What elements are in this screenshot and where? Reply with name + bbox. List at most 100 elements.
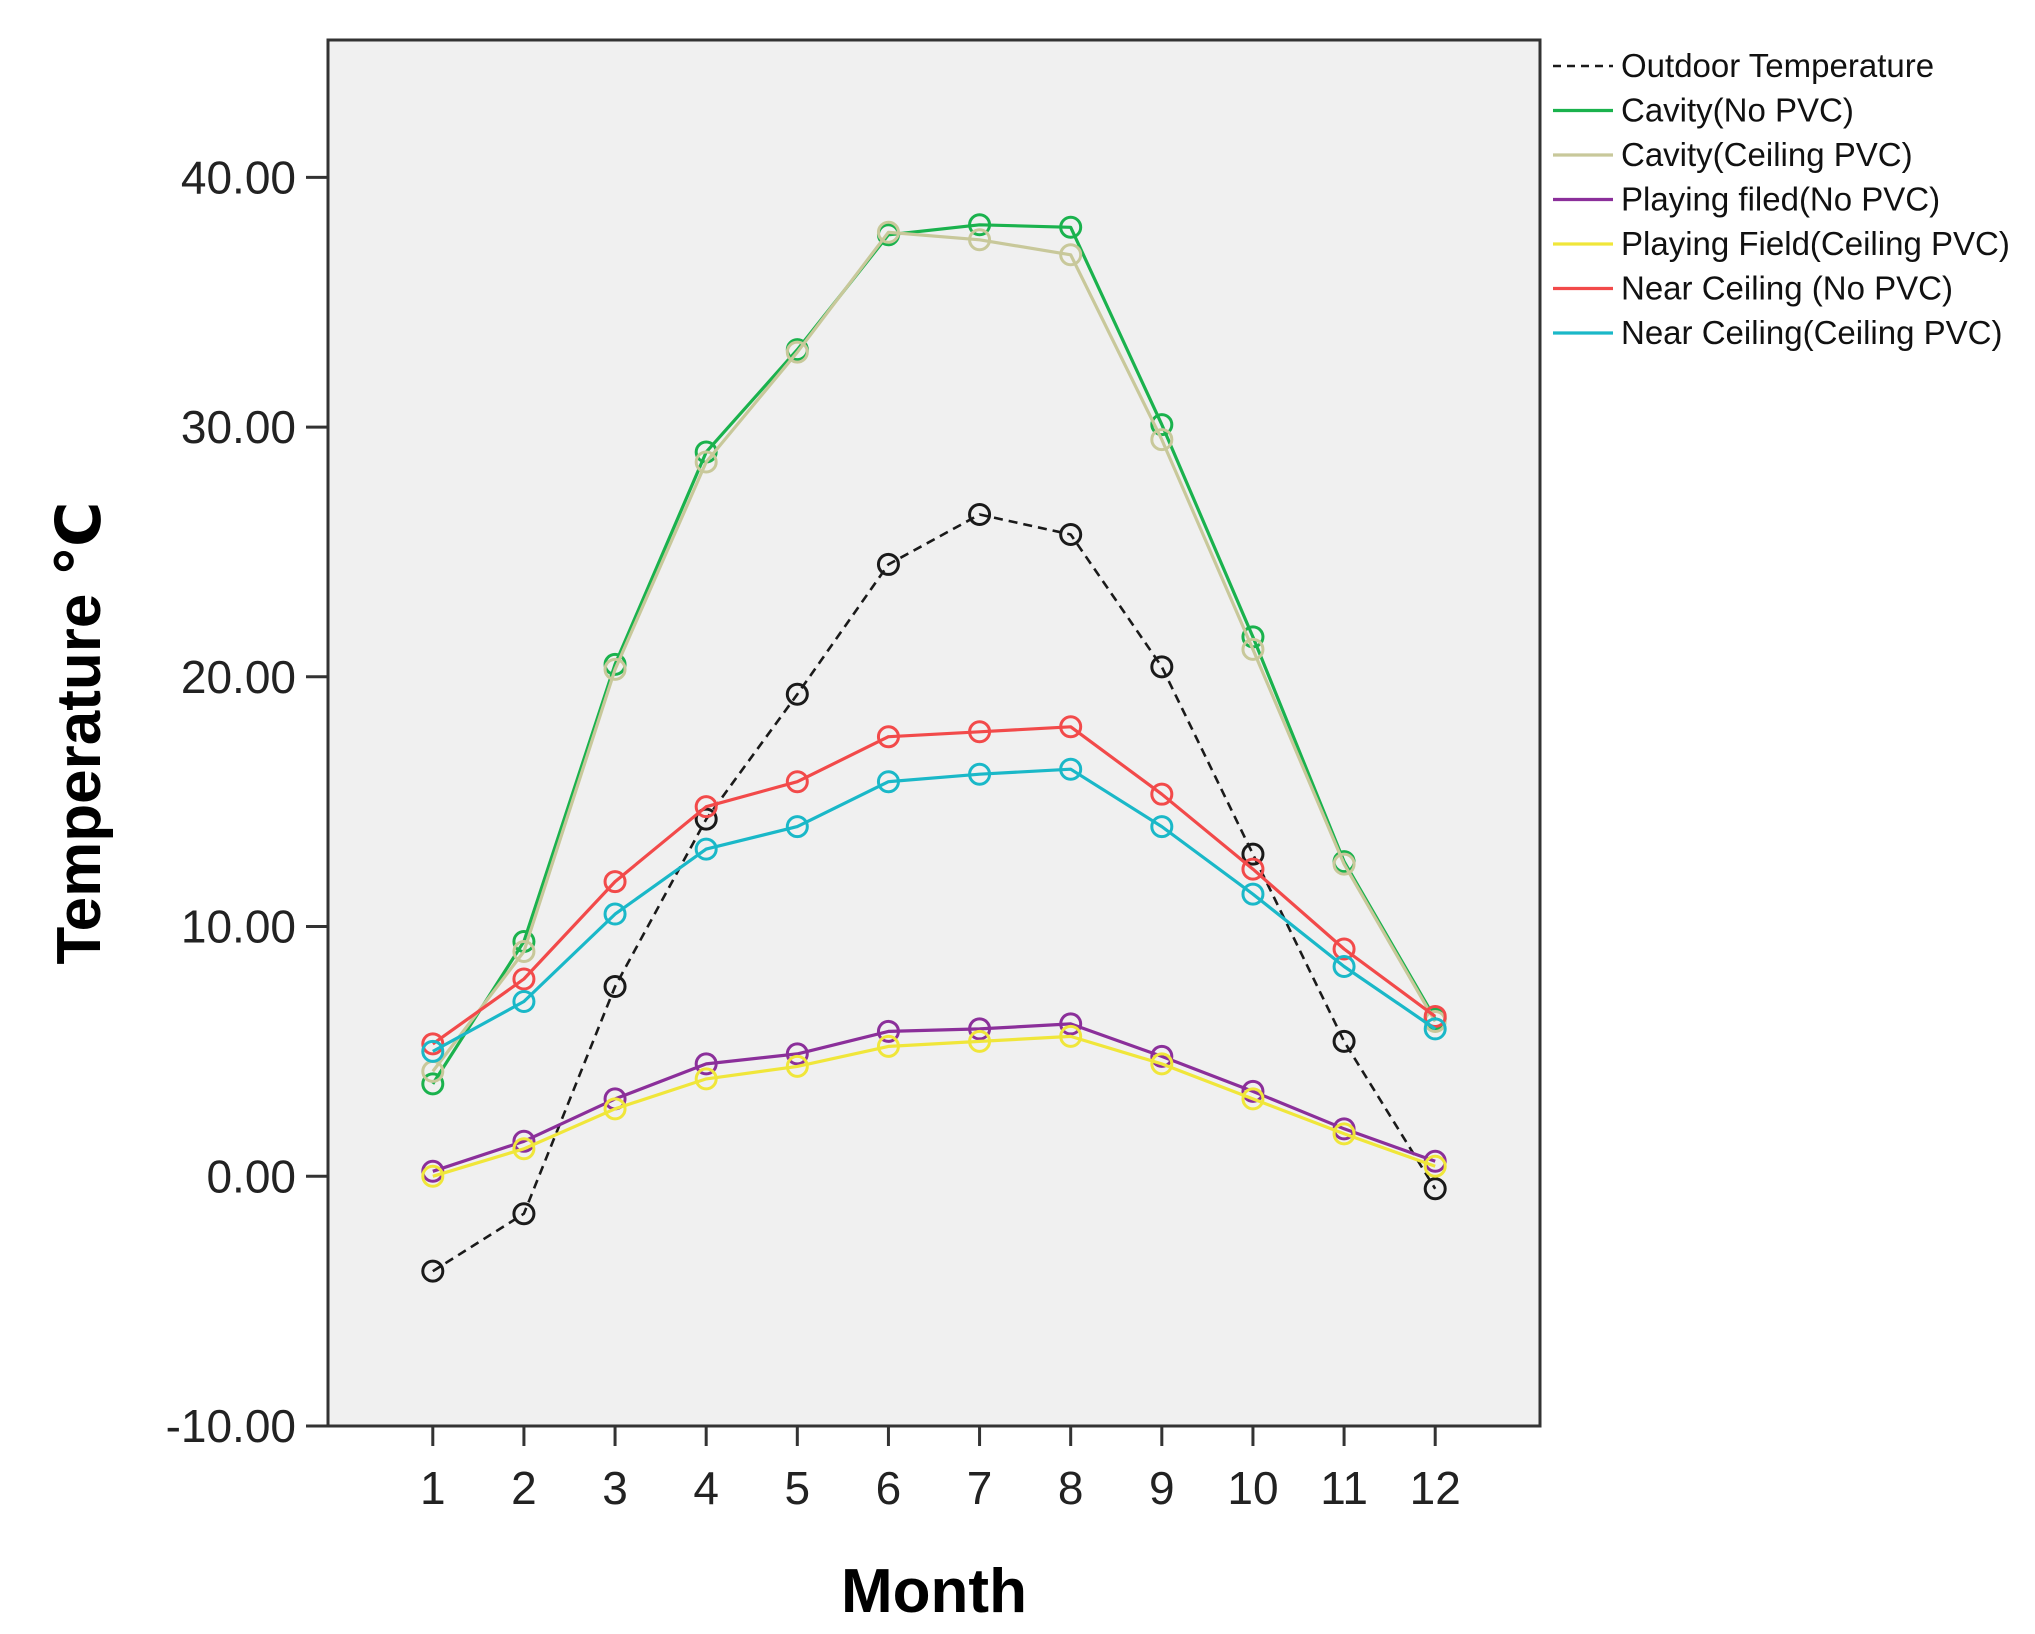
legend-label: Near Ceiling (No PVC) xyxy=(1621,270,1953,307)
data-point-marker xyxy=(421,1072,445,1096)
data-point-marker xyxy=(694,1052,718,1076)
data-point-marker xyxy=(785,770,809,794)
data-point-marker xyxy=(968,762,992,786)
series-line xyxy=(431,223,1437,1085)
y-tick-label: 40.00 xyxy=(181,151,296,203)
legend-label: Playing Field(Ceiling PVC) xyxy=(1621,225,2010,262)
y-axis: -10.00 0.00 10.00 20.00 30.00 40.00 xyxy=(166,151,328,1452)
data-point-marker xyxy=(694,1067,718,1091)
data-point-marker xyxy=(512,1129,536,1153)
data-point-marker xyxy=(694,807,718,831)
data-point-marker xyxy=(1150,782,1174,806)
data-point-marker xyxy=(1332,852,1356,876)
series-line xyxy=(432,767,1437,1053)
data-point-marker xyxy=(421,1032,445,1056)
legend-label: Cavity(Ceiling PVC) xyxy=(1621,136,1913,173)
data-point-marker xyxy=(694,795,718,819)
series-line xyxy=(431,725,1437,1046)
data-point-marker xyxy=(785,1054,809,1078)
y-tick-label: 10.00 xyxy=(181,901,296,953)
data-point-marker xyxy=(1241,882,1265,906)
x-tick-label: 2 xyxy=(511,1462,537,1514)
x-tick-label: 7 xyxy=(967,1462,993,1514)
data-point-marker xyxy=(421,1039,445,1063)
data-point-marker xyxy=(1332,1122,1356,1146)
x-tick-label: 11 xyxy=(1320,1462,1368,1514)
data-point-marker xyxy=(421,1164,445,1188)
legend-label: Near Ceiling(Ceiling PVC) xyxy=(1621,314,2002,351)
data-point-marker xyxy=(785,1042,809,1066)
x-tick-label: 3 xyxy=(602,1462,628,1514)
data-point-marker xyxy=(1241,857,1265,881)
data-point-marker xyxy=(876,725,900,749)
data-point-marker xyxy=(603,1097,627,1121)
y-tick-label: -10.00 xyxy=(166,1400,296,1452)
legend-label: Cavity(No PVC) xyxy=(1621,92,1854,129)
legend-label: Outdoor Temperature xyxy=(1621,47,1934,84)
data-point-marker xyxy=(876,770,900,794)
data-point-marker xyxy=(876,552,900,576)
x-tick-label: 8 xyxy=(1058,1462,1084,1514)
data-point-marker xyxy=(1059,215,1083,239)
data-point-marker xyxy=(1150,428,1174,452)
data-point-marker xyxy=(603,974,627,998)
series-line xyxy=(432,1022,1436,1173)
data-point-marker xyxy=(1150,413,1174,437)
y-tick-label: 0.00 xyxy=(206,1150,296,1202)
data-point-marker xyxy=(1241,842,1265,866)
series-line xyxy=(432,513,1437,1273)
x-tick-label: 1 xyxy=(420,1462,446,1514)
data-point-marker xyxy=(603,870,627,894)
data-point-marker xyxy=(968,1017,992,1041)
data-point-marker xyxy=(1423,1017,1447,1041)
data-point-marker xyxy=(512,1137,536,1161)
data-point-marker xyxy=(968,1029,992,1053)
data-point-marker xyxy=(968,213,992,237)
data-point-marker xyxy=(1059,757,1083,781)
data-point-marker xyxy=(1150,655,1174,679)
data-point-marker xyxy=(1059,1012,1083,1036)
data-point-marker xyxy=(1423,1177,1447,1201)
data-point-marker xyxy=(1241,1087,1265,1111)
data-point-marker xyxy=(1241,637,1265,661)
data-point-marker xyxy=(785,682,809,706)
x-tick-label: 9 xyxy=(1149,1462,1175,1514)
x-tick-label: 12 xyxy=(1410,1462,1461,1514)
data-point-marker xyxy=(512,1202,536,1226)
data-point-marker xyxy=(1059,1024,1083,1048)
data-point-marker xyxy=(968,228,992,252)
data-point-marker xyxy=(603,902,627,926)
data-point-marker xyxy=(876,1034,900,1058)
legend: Outdoor Temperature Cavity(No PVC) Cavity(… xyxy=(1553,47,2010,351)
data-point-marker xyxy=(1332,1029,1356,1053)
data-point-marker xyxy=(1150,815,1174,839)
x-axis: 1 2 3 4 5 6 7 8 9 10 11 12 xyxy=(420,1426,1461,1514)
y-tick-label: 20.00 xyxy=(181,651,296,703)
data-point-marker xyxy=(1150,1052,1174,1076)
data-point-marker xyxy=(512,989,536,1013)
series-line xyxy=(431,230,1437,1073)
x-axis-title: Month xyxy=(841,1557,1027,1626)
x-tick-label: 6 xyxy=(876,1462,902,1514)
data-point-marker xyxy=(512,940,536,964)
y-axis-title: Temperature ℃ xyxy=(45,501,114,964)
data-point-marker xyxy=(1059,522,1083,546)
data-point-marker xyxy=(421,1259,445,1283)
data-point-marker xyxy=(1332,937,1356,961)
x-tick-label: 10 xyxy=(1227,1462,1278,1514)
data-point-marker xyxy=(603,657,627,681)
data-point-marker xyxy=(876,1019,900,1043)
data-point-marker xyxy=(876,220,900,244)
data-point-marker xyxy=(785,340,809,364)
x-tick-label: 5 xyxy=(785,1462,811,1514)
data-point-marker xyxy=(1423,1004,1447,1028)
data-point-marker xyxy=(785,815,809,839)
data-point-marker xyxy=(1059,243,1083,267)
series-layer xyxy=(421,213,1447,1283)
data-point-marker xyxy=(1332,954,1356,978)
data-point-marker xyxy=(968,720,992,744)
y-tick-label: 30.00 xyxy=(181,401,296,453)
legend-label: Playing filed(No PVC) xyxy=(1621,181,1940,218)
data-point-marker xyxy=(694,450,718,474)
